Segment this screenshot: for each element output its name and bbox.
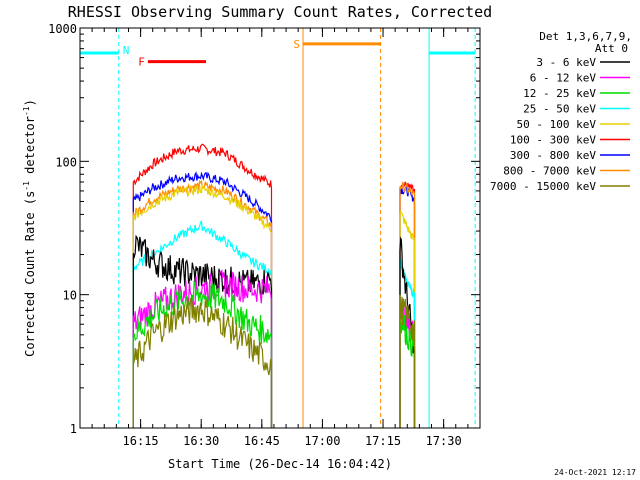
series-6-12-kev-segment-1 [132, 269, 273, 428]
vertical-markers [79, 28, 476, 428]
legend-label-300-800-kev: 300 - 800 keV [510, 149, 596, 162]
generation-timestamp: 24-Oct-2021 12:17 [554, 468, 636, 477]
legend-entries: 3 - 6 keV 6 - 12 keV 12 - 25 keV 25 - 50 ke… [490, 56, 630, 193]
legend-label-25-50-kev: 25 - 50 keV [523, 103, 596, 116]
plot-frame [79, 27, 481, 429]
y-tick-label-1000: 1000 [48, 22, 77, 36]
y-axis-label-mid: detector [23, 116, 37, 181]
series-300-800-kev-segment-1 [132, 171, 273, 428]
axis-ticks: 1 10 100 1000 16:15 16:30 16:45 17:00 17:15 17:30 [48, 22, 480, 448]
series-800-7000-kev-segment-1 [132, 179, 273, 428]
series-7000-15000-kev-segment-2 [399, 294, 416, 428]
legend-label-50-100-kev: 50 - 100 keV [517, 118, 597, 131]
y-axis-label-exp1: -1 [22, 181, 31, 191]
series-25-50-kev-segment-1 [132, 220, 273, 428]
interval-label-f: F [138, 56, 145, 69]
interval-label-n: N [123, 44, 130, 57]
series-50-100-kev-segment-2 [399, 210, 416, 428]
series-50-100-kev-segment-1 [132, 185, 273, 428]
legend-header-2: Att 0 [595, 42, 628, 55]
legend-label-7000-15000-kev: 7000 - 15000 keV [490, 180, 596, 193]
legend-label-6-12-kev: 6 - 12 keV [530, 72, 597, 85]
series-12-25-kev-segment-1 [132, 280, 273, 428]
x-tick-label-17-00: 17:00 [304, 434, 340, 448]
y-tick-label-100: 100 [55, 155, 77, 169]
y-axis-label: Corrected Count Rate (s-1 detector-1) [22, 99, 37, 357]
x-tick-label-17-30: 17:30 [426, 434, 462, 448]
y-axis-label-main: Corrected Count Rate (s [23, 191, 37, 357]
legend-label-12-25-kev: 12 - 25 keV [523, 87, 596, 100]
chart-title: RHESSI Observing Summary Count Rates, Co… [68, 3, 492, 21]
legend: Det 1,3,6,7,9, Att 0 3 - 6 keV 6 - 12 keV… [490, 30, 632, 193]
y-axis-label-exp2: -1 [22, 106, 31, 116]
y-tick-label-1: 1 [70, 422, 77, 436]
x-tick-label-16-15: 16:15 [123, 434, 159, 448]
series-800-7000-kev-segment-2 [399, 182, 416, 428]
x-axis-label: Start Time (26-Dec-14 16:04:42) [168, 457, 392, 471]
series-7000-15000-kev-segment-1 [132, 296, 273, 428]
legend-label-800-7000-kev: 800 - 7000 keV [503, 165, 596, 178]
interval-bars: NF S [80, 38, 476, 69]
legend-label-100-300-kev: 100 - 300 keV [510, 134, 596, 147]
y-axis-label-end: ) [23, 99, 37, 106]
legend-header-1: Det 1,3,6,7,9, [539, 30, 632, 43]
x-tick-label-16-30: 16:30 [183, 434, 219, 448]
interval-label-s: S [293, 38, 300, 51]
x-tick-label-16-45: 16:45 [244, 434, 280, 448]
series-100-300-kev-segment-1 [132, 143, 273, 428]
legend-label-3-6-kev: 3 - 6 keV [536, 56, 596, 69]
y-tick-label-10: 10 [63, 289, 77, 303]
series-lines [132, 143, 416, 428]
x-tick-label-17-15: 17:15 [365, 434, 401, 448]
